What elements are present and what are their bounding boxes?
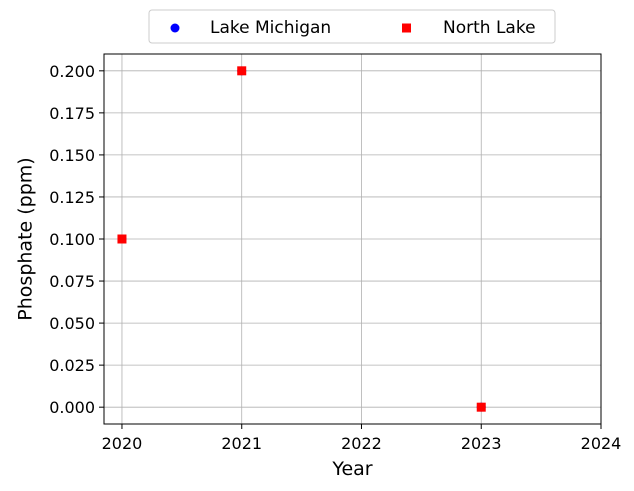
x-tick-label: 2022 [341,434,382,453]
y-tick-label: 0.175 [49,104,95,123]
y-tick-label: 0.100 [49,230,95,249]
point-north-lake [237,66,247,76]
x-tick-label: 2020 [102,434,143,453]
point-north-lake [117,234,127,244]
point-north-lake [476,402,486,412]
y-tick-label: 0.125 [49,188,95,207]
data-points [117,66,486,412]
legend-marker-north-lake [402,23,411,33]
legend: Lake Michigan North Lake [148,9,556,44]
x-tick-label: 2023 [461,434,502,453]
x-axis-label: Year [331,458,372,480]
legend-frame [148,9,556,44]
y-tick-label: 0.075 [49,272,95,291]
y-tick-label: 0.050 [49,314,95,333]
x-tick-label: 2021 [221,434,262,453]
grid-lines [104,54,602,424]
y-axis-ticks: 0.000 0.025 0.050 0.075 0.100 0.125 0.150 0.175… [49,62,104,417]
y-tick-label: 0.200 [49,62,95,81]
y-axis-label: Phosphate (ppm) [15,157,37,320]
y-tick-label: 0.000 [49,398,95,417]
y-tick-label: 0.150 [49,146,95,165]
x-axis-ticks: 2020 2021 2022 2023 2024 [102,424,622,453]
legend-label-north-lake: North Lake [443,18,536,38]
plot-frame [103,53,602,425]
y-tick-label: 0.025 [49,356,95,375]
legend-marker-lake-michigan [170,23,180,33]
x-tick-label: 2024 [581,434,622,453]
legend-label-lake-michigan: Lake Michigan [210,18,331,38]
